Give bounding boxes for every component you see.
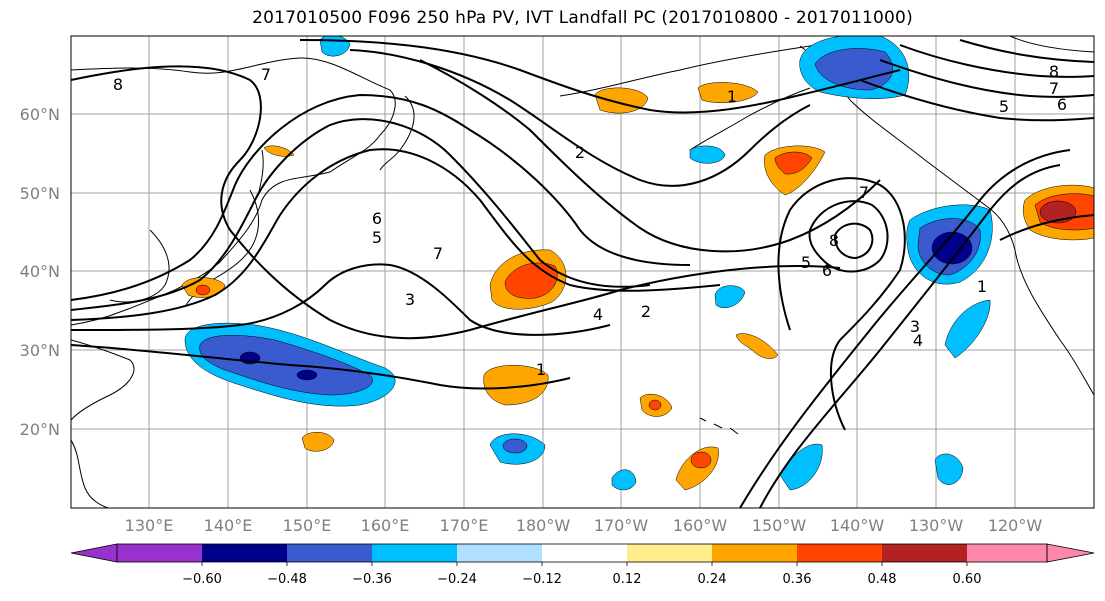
contour-label: 7 xyxy=(859,183,869,202)
colorbar-max-extension xyxy=(1046,543,1095,563)
colorbar-tick-label: 0.12 xyxy=(613,572,642,587)
lat-tick-label: 60°N xyxy=(20,105,60,124)
colorbar-segment xyxy=(542,544,627,562)
pv-contours xyxy=(71,39,1094,508)
contour-label: 8 xyxy=(1049,62,1059,81)
contour-label: 8 xyxy=(829,231,839,250)
gridlines xyxy=(71,36,1094,508)
lat-tick-label: 30°N xyxy=(20,341,60,360)
colorbar-segment xyxy=(202,544,287,562)
contour-label: 5 xyxy=(999,97,1009,116)
contour-label: 6 xyxy=(372,209,382,228)
colorbar-segment xyxy=(372,544,457,562)
contour-label: 6 xyxy=(1057,95,1067,114)
contour-label: 6 xyxy=(822,261,832,280)
contour-label: 4 xyxy=(593,305,603,324)
contour-label: 5 xyxy=(372,228,382,247)
colorbar-tick-label: 0.60 xyxy=(953,572,982,587)
lat-tick-label: 40°N xyxy=(20,262,60,281)
contour-label: 7 xyxy=(433,244,443,263)
lat-axis: 60°N 50°N 40°N 30°N 20°N xyxy=(20,105,60,439)
contour-label: 8 xyxy=(113,75,123,94)
contour-label: 7 xyxy=(1049,79,1059,98)
colorbar-segment xyxy=(627,544,712,562)
contour-label: 1 xyxy=(977,277,987,296)
contour-label: 3 xyxy=(405,290,415,309)
lon-tick-label: 130°E xyxy=(125,516,174,535)
lon-tick-label: 120°W xyxy=(988,516,1043,535)
map-frame xyxy=(70,35,1095,509)
contour-label: 2 xyxy=(641,302,651,321)
contour-label: 1 xyxy=(727,87,737,106)
colorbar-tick-label: 0.48 xyxy=(868,572,897,587)
contour-label: 1 xyxy=(536,360,546,379)
lon-tick-label: 180°W xyxy=(516,516,571,535)
colorbar-segment xyxy=(117,544,202,562)
colorbar-tick-label: −0.36 xyxy=(352,572,392,587)
lat-tick-label: 50°N xyxy=(20,184,60,203)
colorbar: −0.60 −0.48 −0.36 −0.24 −0.12 0.12 0.24 … xyxy=(70,543,1095,587)
colorbar-segment xyxy=(712,544,797,562)
colorbar-tick-label: 0.36 xyxy=(783,572,812,587)
lon-tick-label: 160°W xyxy=(673,516,728,535)
figure-title: 2017010500 F096 250 hPa PV, IVT Landfall… xyxy=(252,8,913,28)
colorbar-segment xyxy=(457,544,542,562)
contour-label: 3 xyxy=(910,317,920,336)
lat-tick-label: 20°N xyxy=(20,420,60,439)
colorbar-tick-label: −0.48 xyxy=(267,572,307,587)
colorbar-tick-label: 0.24 xyxy=(698,572,727,587)
lon-tick-label: 140°E xyxy=(204,516,253,535)
colorbar-segment xyxy=(882,544,967,562)
colorbar-min-extension xyxy=(70,543,118,563)
contour-label: 2 xyxy=(575,143,585,162)
lon-tick-label: 140°W xyxy=(830,516,885,535)
colorbar-tick-label: −0.12 xyxy=(522,572,562,587)
colorbar-tick-label: −0.60 xyxy=(182,572,222,587)
contour-label: 7 xyxy=(261,65,271,84)
contour-labels: 8 7 1 2 6 5 7 3 4 2 1 7 8 5 6 3 4 1 8 7 … xyxy=(113,62,1067,379)
colorbar-segment xyxy=(797,544,882,562)
lon-tick-label: 150°W xyxy=(752,516,807,535)
colorbar-frame xyxy=(116,543,1048,563)
lon-axis: 130°E 140°E 150°E 160°E 170°E 180°W 170°… xyxy=(125,516,1043,535)
colorbar-tick-label: −0.24 xyxy=(437,572,477,587)
contour-label: 4 xyxy=(913,331,923,350)
lon-tick-label: 130°W xyxy=(909,516,964,535)
lon-tick-label: 160°E xyxy=(361,516,410,535)
colorbar-segment xyxy=(287,544,372,562)
lon-tick-label: 170°W xyxy=(594,516,649,535)
lon-tick-label: 150°E xyxy=(283,516,332,535)
contour-label: 5 xyxy=(801,253,811,272)
lon-tick-label: 170°E xyxy=(440,516,489,535)
colorbar-segment xyxy=(967,544,1047,562)
